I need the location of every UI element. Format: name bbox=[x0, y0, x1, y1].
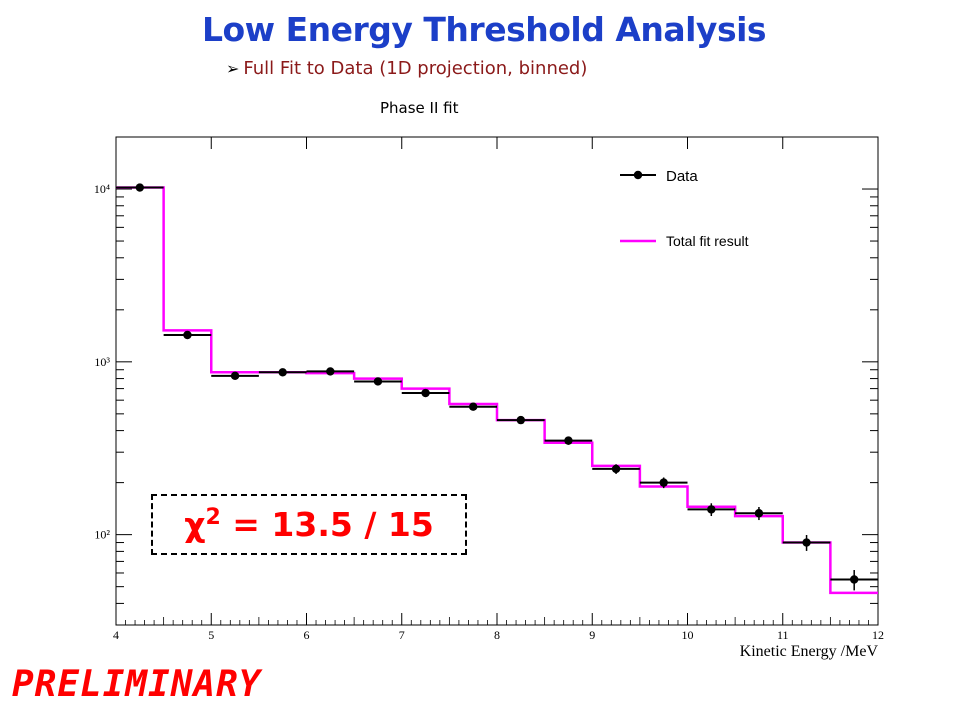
data-point bbox=[802, 538, 811, 547]
x-tick-label: 4 bbox=[113, 628, 119, 642]
x-tick-label: 12 bbox=[872, 628, 884, 642]
data-point bbox=[135, 183, 145, 192]
data-point bbox=[421, 388, 430, 398]
x-axis-label: Kinetic Energy /MeV bbox=[740, 643, 879, 660]
x-tick-label: 6 bbox=[304, 628, 310, 642]
data-point bbox=[278, 368, 287, 377]
y-tick-label: 10³ bbox=[94, 355, 110, 369]
bullet-text: Full Fit to Data (1D projection, binned) bbox=[243, 58, 588, 79]
x-tick-label: 11 bbox=[777, 628, 789, 642]
plot-title: Phase II fit bbox=[380, 99, 459, 117]
data-point bbox=[516, 415, 526, 425]
chi2-label: χ2 = 13.5 / 15 bbox=[184, 505, 434, 544]
legend-data-label: Data bbox=[666, 168, 698, 185]
data-point bbox=[326, 367, 335, 376]
data-point bbox=[373, 377, 383, 386]
chi2-symbol: χ bbox=[184, 505, 206, 544]
x-tick-label: 8 bbox=[494, 628, 500, 642]
data-point bbox=[754, 509, 764, 518]
slide-title: Low Energy Threshold Analysis bbox=[201, 10, 767, 49]
data-point bbox=[849, 575, 859, 584]
arrow-bullet-icon: ➢ bbox=[226, 59, 240, 78]
data-point bbox=[468, 402, 478, 411]
x-tick-label: 7 bbox=[399, 628, 405, 642]
data-point bbox=[659, 478, 668, 487]
bullet-point: ➢ Full Fit to Data (1D projection, binned… bbox=[226, 58, 587, 79]
preliminary-label: PRELIMINARY bbox=[12, 664, 262, 705]
data-point bbox=[707, 505, 716, 514]
legend: Data Total fit result bbox=[620, 168, 749, 249]
legend-fit-label: Total fit result bbox=[666, 233, 749, 249]
legend-data-marker bbox=[633, 170, 643, 180]
x-axis: 4 5 6 7 8 9 10 11 12 bbox=[113, 137, 884, 642]
data-point bbox=[230, 371, 240, 381]
y-axis: 10² 10³ 10⁴ bbox=[94, 136, 878, 626]
minor-ticks bbox=[125, 617, 869, 625]
data-point bbox=[183, 330, 192, 340]
x-tick-label: 10 bbox=[682, 628, 694, 642]
y-tick-label: 10⁴ bbox=[94, 182, 110, 196]
y-tick-label: 10² bbox=[94, 528, 110, 542]
chi2-exponent: 2 bbox=[205, 505, 221, 530]
data-layer bbox=[116, 183, 878, 591]
x-tick-label: 5 bbox=[208, 628, 214, 642]
chi2-box: χ2 = 13.5 / 15 bbox=[151, 494, 467, 555]
data-point bbox=[611, 464, 621, 474]
chi2-value: = 13.5 / 15 bbox=[232, 505, 434, 544]
x-tick-label: 9 bbox=[589, 628, 595, 642]
data-point bbox=[564, 436, 573, 445]
